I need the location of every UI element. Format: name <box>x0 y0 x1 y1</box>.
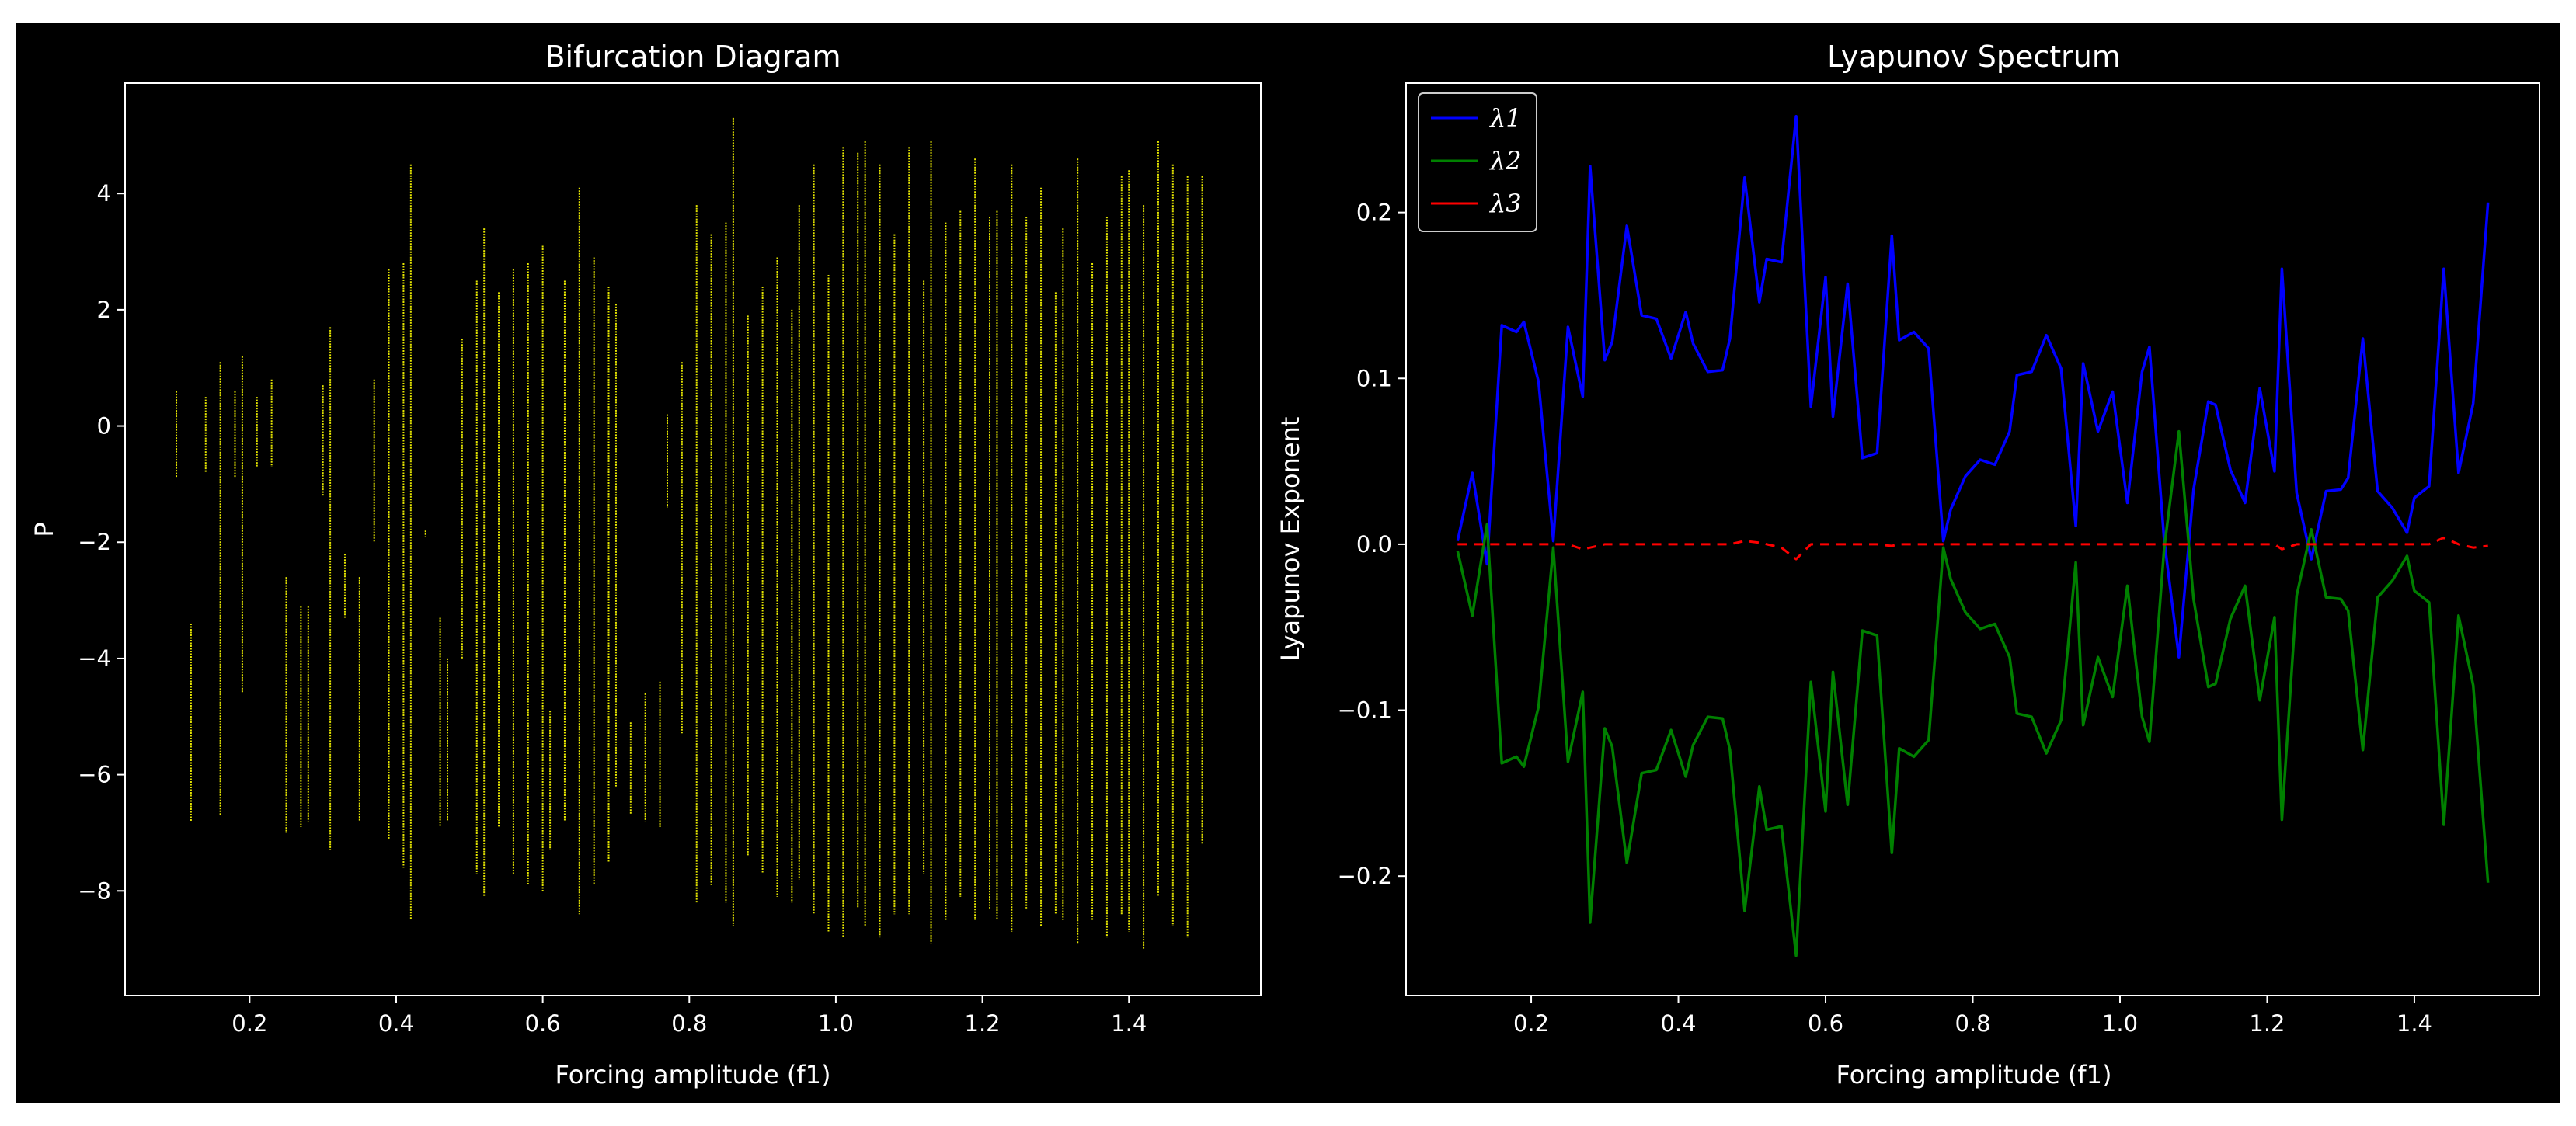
x-tick-label: 0.2 <box>1513 1010 1549 1037</box>
x-tick-label: 1.0 <box>818 1010 854 1037</box>
legend-box <box>1418 92 1537 232</box>
lyapunov-panel: Lyapunov Spectrum Forcing amplitude (f1)… <box>1276 40 2540 1090</box>
y-tick-label: 0 <box>97 413 111 440</box>
figure: Bifurcation Diagram Forcing amplitude (f… <box>16 23 2560 1103</box>
y-tick-label: −2 <box>78 529 111 555</box>
x-tick-label: 1.2 <box>965 1010 1001 1037</box>
x-tick-label: 1.4 <box>2397 1010 2432 1037</box>
bifurcation-ticks: 0.2 0.4 0.6 0.8 1.0 1.2 1.4 −8 −6 −4 −2 0 2 4 <box>78 180 1147 1037</box>
legend-label-lambda3: λ3 <box>1488 189 1522 218</box>
lyapunov-legend: λ1 λ2 λ3 <box>1418 92 1537 232</box>
x-tick-label: 0.4 <box>1660 1010 1696 1037</box>
lyapunov-x-label: Forcing amplitude (f1) <box>1836 1060 2111 1090</box>
lambda2-line <box>1456 429 2490 957</box>
x-tick-label: 0.8 <box>1955 1010 1990 1037</box>
x-tick-label: 0.6 <box>525 1010 561 1037</box>
y-tick-label: 0.1 <box>1356 365 1392 391</box>
figure-canvas: Bifurcation Diagram Forcing amplitude (f… <box>30 40 2540 1090</box>
legend-label-lambda1: λ1 <box>1488 103 1522 133</box>
y-tick-label: −8 <box>78 878 111 904</box>
y-tick-label: −0.2 <box>1338 863 1392 889</box>
x-tick-label: 0.6 <box>1808 1010 1843 1037</box>
lambda1-line <box>1456 114 2490 659</box>
bifurcation-axes-frame <box>124 82 1262 996</box>
lyapunov-y-label: Lyapunov Exponent <box>1276 417 1305 662</box>
bifurcation-x-label: Forcing amplitude (f1) <box>555 1060 830 1090</box>
y-tick-label: −6 <box>78 762 111 788</box>
lyapunov-ticks: 0.2 0.4 0.6 0.8 1.0 1.2 1.4 −0.2 −0.1 0.0 0.1 0.2 <box>1338 200 2432 1037</box>
y-tick-label: 4 <box>97 180 111 207</box>
legend-label-lambda2: λ2 <box>1488 146 1522 176</box>
lyapunov-title: Lyapunov Spectrum <box>1827 40 2121 74</box>
y-tick-label: 0.2 <box>1356 200 1392 226</box>
bifurcation-data <box>176 117 1203 950</box>
lambda3-line <box>1457 536 2488 561</box>
y-tick-label: −0.1 <box>1338 697 1392 724</box>
x-tick-label: 0.8 <box>671 1010 707 1037</box>
x-tick-label: 0.2 <box>231 1010 267 1037</box>
bifurcation-panel: Bifurcation Diagram Forcing amplitude (f… <box>30 40 1262 1090</box>
lyapunov-data <box>1456 114 2490 957</box>
lyapunov-axes-frame <box>1405 82 2540 996</box>
y-tick-label: 0.0 <box>1356 531 1392 558</box>
x-tick-label: 1.2 <box>2249 1010 2285 1037</box>
x-tick-label: 1.0 <box>2102 1010 2138 1037</box>
x-tick-label: 1.4 <box>1111 1010 1147 1037</box>
bifurcation-y-label: P <box>30 522 59 537</box>
x-tick-label: 0.4 <box>378 1010 414 1037</box>
y-tick-label: −4 <box>78 645 111 672</box>
bifurcation-title: Bifurcation Diagram <box>545 40 841 74</box>
y-tick-label: 2 <box>97 297 111 323</box>
